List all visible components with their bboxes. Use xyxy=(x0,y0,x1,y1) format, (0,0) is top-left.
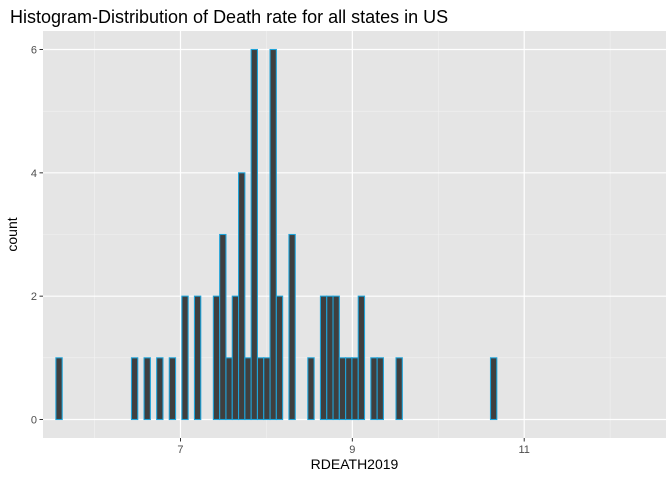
y-tick-label: 6 xyxy=(31,45,37,57)
histogram-bar xyxy=(225,357,233,421)
histogram-bar xyxy=(231,295,240,421)
histogram-bar xyxy=(238,172,246,421)
histogram-bar xyxy=(307,357,315,421)
histogram-bar xyxy=(288,233,296,421)
x-axis-title: RDEATH2019 xyxy=(311,456,399,472)
histogram-bar xyxy=(193,295,202,421)
histogram-bar xyxy=(55,357,63,421)
histogram-bar xyxy=(130,357,139,421)
y-axis-title: count xyxy=(4,217,20,251)
histogram-bar xyxy=(168,357,177,421)
histogram-bar xyxy=(345,357,353,421)
histogram-bar xyxy=(212,295,221,421)
y-tick-label: 0 xyxy=(31,415,37,427)
x-tick-label: 9 xyxy=(349,444,355,456)
histogram-bar xyxy=(219,233,227,421)
histogram-bar xyxy=(338,357,347,421)
y-tick-label: 2 xyxy=(31,291,37,303)
histogram-bar xyxy=(181,295,189,421)
histogram-bar xyxy=(250,48,258,421)
histogram-bar xyxy=(376,357,384,421)
histogram-bar xyxy=(143,357,151,421)
histogram-bar xyxy=(275,295,284,421)
histogram-bar xyxy=(489,357,498,421)
y-tick-label: 4 xyxy=(31,168,37,180)
x-tick-label: 7 xyxy=(177,444,183,456)
histogram-bar xyxy=(370,357,378,421)
histogram-bar xyxy=(357,295,366,421)
histogram-bar xyxy=(244,357,252,421)
histogram-bar xyxy=(332,295,340,421)
minor-gridlines xyxy=(43,31,666,438)
histogram-bar xyxy=(156,357,164,421)
histogram-bars xyxy=(55,48,498,421)
x-axis-ticks: 7 9 11 xyxy=(177,438,530,456)
x-tick-label: 11 xyxy=(519,444,530,456)
histogram-bar xyxy=(395,357,403,421)
histogram-bar xyxy=(269,48,277,421)
chart-title: Histogram-Distribution of Death rate for… xyxy=(10,7,448,27)
histogram-bar xyxy=(256,357,265,421)
histogram-bar xyxy=(319,295,328,421)
y-axis-ticks: 0 2 4 6 xyxy=(31,45,43,427)
histogram-bar xyxy=(326,295,334,421)
histogram-bar xyxy=(351,357,359,421)
histogram-bar xyxy=(263,357,271,421)
